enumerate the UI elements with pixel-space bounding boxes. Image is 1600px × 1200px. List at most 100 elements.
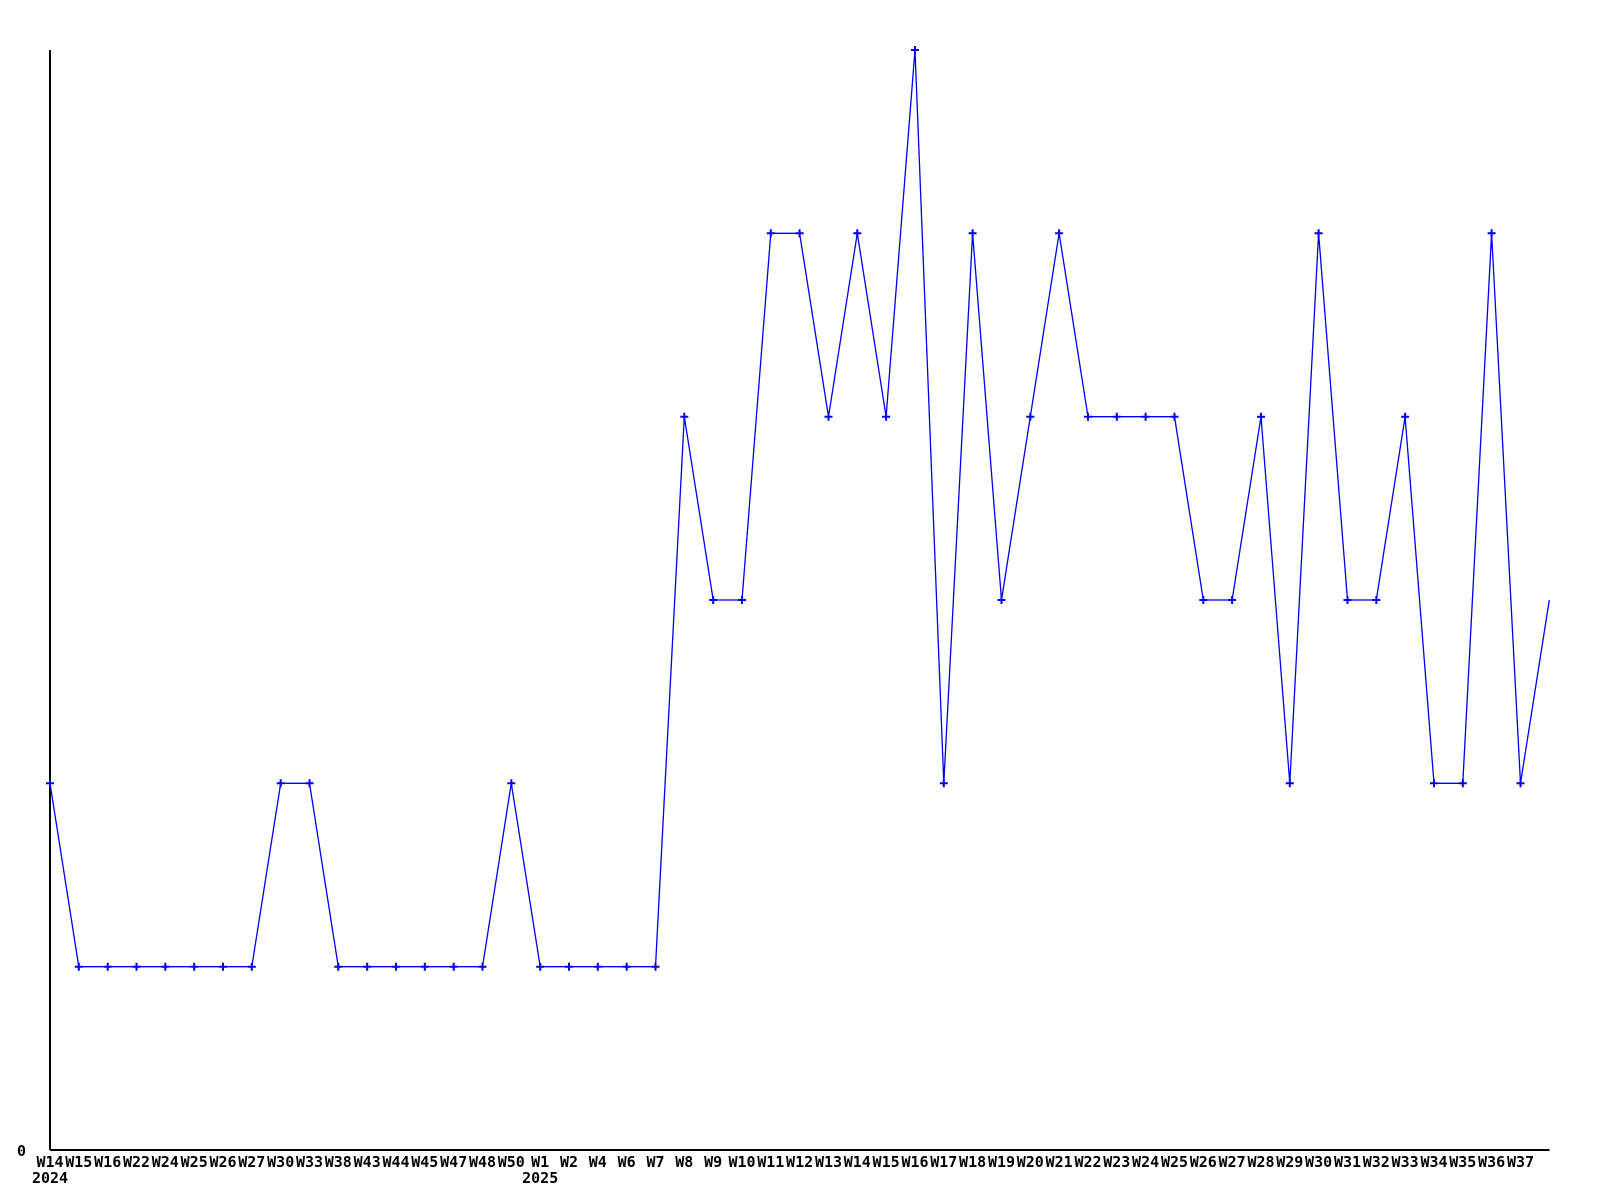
data-point-marker (1487, 229, 1496, 238)
data-point-marker (507, 779, 516, 788)
data-point-marker (420, 962, 429, 971)
x-tick-label: W33 (1391, 1153, 1419, 1171)
x-tick-label: W6 (617, 1153, 636, 1171)
x-tick-label: W4 (588, 1153, 607, 1171)
data-point-marker (939, 779, 948, 788)
data-point-marker (1516, 779, 1525, 788)
x-tick-label: W26 (1189, 1153, 1217, 1171)
data-point-marker (190, 962, 199, 971)
data-point-marker (536, 962, 545, 971)
x-tick-label: W28 (1247, 1153, 1275, 1171)
x-tick-label: W30 (1305, 1153, 1333, 1171)
x-tick-label: W44 (382, 1153, 410, 1171)
data-point-marker (1141, 412, 1150, 421)
x-tick-label: W35 (1449, 1153, 1477, 1171)
series-line (49, 49, 1550, 968)
data-point-marker (1314, 229, 1323, 238)
data-point-marker (997, 596, 1006, 604)
x-tick-label: W14 (843, 1153, 871, 1171)
x-tick-label: W36 (1478, 1153, 1506, 1171)
x-tick-label: W30 (267, 1153, 295, 1171)
x-tick-label: W27 (1218, 1153, 1246, 1171)
data-point-marker (1285, 779, 1294, 788)
x-tick-label: W10 (728, 1153, 756, 1171)
data-point-marker (1170, 412, 1179, 421)
x-tick-label: W26 (209, 1153, 237, 1171)
data-point-marker (478, 962, 487, 971)
data-point-marker (968, 229, 977, 238)
x-tick-label: W14 (36, 1153, 64, 1171)
x-tick-label: W33 (295, 1153, 324, 1171)
x-tick-label: W22 (122, 1153, 151, 1171)
data-point-marker (363, 962, 372, 971)
x-tick-label: W16 (901, 1153, 929, 1171)
data-point-marker (853, 229, 862, 238)
data-point-marker (276, 779, 285, 788)
data-point-marker (766, 229, 775, 238)
x-tick-label: W25 (180, 1153, 208, 1171)
x-tick-label: W50 (497, 1153, 525, 1171)
x-tick-label: W21 (1045, 1153, 1073, 1171)
data-point-marker (622, 962, 631, 971)
x-tick-label: W12 (786, 1153, 814, 1171)
data-point-marker (680, 412, 689, 421)
data-point-marker (1430, 779, 1438, 788)
data-point-marker (651, 962, 660, 971)
data-point-marker (593, 962, 602, 971)
x-tick-label: W1 (531, 1153, 550, 1171)
data-point-marker (882, 412, 891, 421)
x-tick-label: W31 (1333, 1153, 1362, 1171)
data-point-marker (795, 229, 804, 238)
x-tick-label: W7 (646, 1153, 665, 1171)
x-tick-label: W11 (757, 1153, 785, 1171)
data-point-marker (449, 962, 458, 971)
x-tick-label: W13 (814, 1153, 843, 1171)
data-point-marker (334, 962, 343, 971)
x-tick-label: W24 (1132, 1153, 1160, 1171)
x-tick-label: W43 (353, 1153, 381, 1171)
data-point-marker (305, 779, 314, 788)
x-tick-label: W8 (675, 1153, 694, 1171)
data-point-marker (247, 962, 256, 971)
data-point-marker (392, 962, 400, 971)
x-tick-label: W19 (987, 1153, 1016, 1171)
x-tick-label: W17 (930, 1153, 958, 1171)
data-point-marker (565, 962, 573, 971)
data-point-marker (1026, 412, 1035, 421)
data-point-marker (1199, 596, 1208, 604)
x-tick-label: W23 (1103, 1153, 1131, 1171)
x-tick-label: W2 (559, 1153, 579, 1171)
x-tick-label: W32 (1362, 1153, 1390, 1171)
x-tick-label: W48 (468, 1153, 497, 1171)
data-point-marker (1228, 596, 1237, 604)
x-tick-label: W20 (1016, 1153, 1044, 1171)
data-point-marker (824, 412, 833, 421)
data-point-marker (1084, 412, 1092, 421)
x-tick-label: W27 (238, 1153, 266, 1171)
x-tick-label: W47 (440, 1153, 468, 1171)
x-tick-label: W16 (94, 1153, 122, 1171)
x-tick-label: W15 (65, 1153, 93, 1171)
x-tick-label: W37 (1506, 1153, 1535, 1171)
data-point-marker (103, 962, 112, 971)
x-tick-label: W24 (151, 1153, 179, 1171)
data-point-marker (46, 779, 54, 788)
x-tick-label: W34 (1420, 1153, 1448, 1171)
data-point-marker (1343, 596, 1352, 604)
data-point-marker (1372, 596, 1381, 604)
data-point-marker (74, 962, 83, 971)
data-point-marker (132, 962, 141, 971)
data-point-marker (219, 962, 227, 971)
x-tick-label: W15 (872, 1153, 900, 1171)
x-tick-label: W29 (1276, 1153, 1304, 1171)
data-point-marker (1257, 412, 1265, 421)
x-tick-label: W45 (411, 1153, 439, 1171)
data-point-marker (911, 46, 919, 54)
data-point-marker (1401, 412, 1410, 421)
x-tick-label: W38 (324, 1153, 352, 1171)
data-point-marker (161, 962, 170, 971)
data-point-marker (1458, 779, 1467, 788)
data-point-marker (709, 596, 718, 604)
data-point-marker (1055, 229, 1064, 238)
